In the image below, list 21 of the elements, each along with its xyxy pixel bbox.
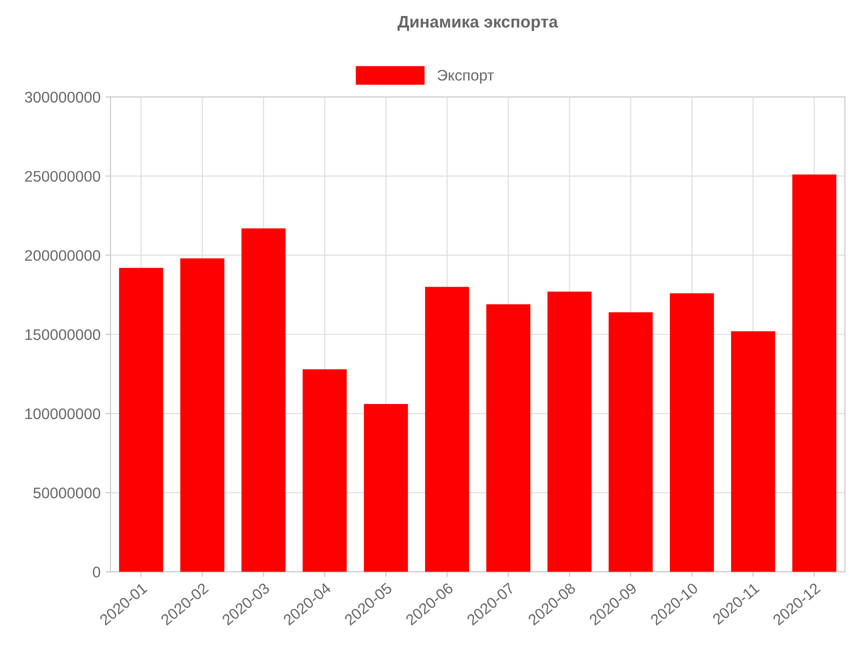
bar (547, 292, 592, 572)
legend-label: Экспорт (438, 70, 494, 84)
bar (425, 286, 470, 572)
bar (302, 369, 347, 572)
y-tick-label: 200000000 (25, 250, 100, 261)
y-tick-label: 100000000 (25, 408, 100, 420)
y-tick-label: 300000000 (24, 92, 100, 103)
bar (731, 331, 776, 572)
bar (241, 228, 286, 572)
bar (792, 174, 836, 572)
chart-title: Динамика экспорта (398, 16, 558, 31)
y-tick-label: 50000000 (33, 488, 100, 498)
bar (608, 312, 653, 572)
bar (180, 258, 224, 572)
y-tick-label: 150000000 (25, 329, 100, 340)
y-tick-label: 250000000 (25, 170, 100, 182)
bar (364, 404, 408, 572)
bar (670, 293, 714, 572)
bar (119, 268, 164, 572)
y-tick-label: 0 (92, 566, 100, 578)
bar (486, 304, 530, 572)
